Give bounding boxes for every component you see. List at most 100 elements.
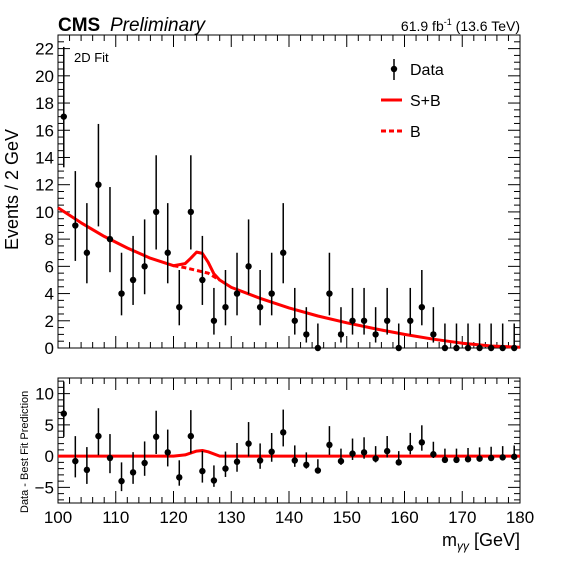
ratio-data-point-marker (245, 440, 252, 447)
ratio-data-point (280, 409, 287, 447)
data-point-marker (222, 303, 229, 311)
x-tick-label: 100 (44, 508, 72, 527)
ratio-data-point-marker (210, 477, 218, 484)
ratio-data-point-marker (176, 474, 183, 481)
ratio-data-point-marker (268, 448, 275, 455)
main-y-axis-label: Events / 2 GeV (2, 129, 22, 250)
x-tick-label: 110 (102, 508, 129, 527)
y-tick-label: 4 (45, 285, 54, 304)
ratio-data-point (268, 433, 275, 462)
y-tick-label: 12 (35, 176, 54, 195)
ratio-data-point-marker (118, 477, 125, 485)
data-point (129, 235, 137, 305)
data-point (187, 155, 195, 250)
ratio-data-point-marker (464, 456, 472, 463)
legend-sb-label: S+B (410, 93, 441, 110)
data-point-marker (360, 317, 368, 324)
data-point-marker (337, 331, 345, 338)
data-point (476, 323, 483, 352)
data-point-marker (199, 276, 206, 284)
data-point-marker (233, 290, 241, 297)
data-point-marker (95, 181, 102, 188)
ratio-data-point (129, 452, 137, 484)
x-tick-label: 180 (506, 508, 534, 527)
data-point-marker (303, 331, 310, 338)
ratio-data-point (95, 408, 102, 456)
data-point-marker (245, 263, 252, 270)
data-point-marker (499, 344, 506, 352)
status-label: Preliminary (110, 15, 207, 36)
ratio-data-points (60, 381, 518, 492)
data-point (441, 323, 449, 352)
ratio-data-point (245, 422, 252, 457)
data-point-marker (314, 344, 322, 352)
data-point (303, 307, 310, 343)
ratio-data-point (430, 441, 437, 458)
ratio-data-point (314, 459, 322, 474)
data-point (210, 287, 218, 335)
data-point (337, 307, 345, 343)
main-axis-ticks (57, 34, 521, 349)
data-point (372, 307, 379, 343)
ratio-data-point (83, 447, 91, 484)
data-point (152, 155, 160, 250)
data-point-marker (141, 263, 148, 270)
ratio-data-point (152, 410, 160, 455)
ratio-data-point-marker (256, 457, 264, 464)
signal-plus-background-curve (57, 206, 521, 349)
data-point-marker (383, 317, 391, 324)
data-point (383, 287, 391, 335)
ratio-data-point-marker (199, 467, 206, 475)
ratio-data-point (383, 436, 391, 458)
data-point (199, 235, 206, 305)
ratio-data-point-marker (337, 457, 345, 465)
x-tick-label: 140 (275, 508, 303, 527)
data-point (418, 269, 426, 326)
ratio-data-point (453, 448, 460, 464)
ratio-plot-frame (57, 377, 521, 504)
data-point-marker (187, 208, 195, 216)
data-point-marker (326, 290, 333, 297)
data-point (245, 219, 252, 295)
ratio-data-point (441, 448, 449, 464)
x-tick-label: 160 (390, 508, 418, 527)
x-tick-labels: 100 110 120 130 140 150 160 170 180 (44, 508, 534, 527)
data-point-marker (83, 249, 91, 256)
data-point (233, 252, 241, 316)
ratio-data-point-marker (106, 454, 114, 462)
data-point-marker (256, 303, 264, 311)
ratio-data-point (256, 443, 264, 469)
y-tick-label: 6 (45, 257, 54, 276)
ratio-axis-ticks (57, 378, 521, 503)
y-tick-label: 8 (45, 230, 54, 249)
data-point (95, 123, 102, 227)
data-point-marker (372, 331, 379, 338)
legend: Data S+B B (381, 59, 444, 141)
ratio-data-point-marker (476, 455, 483, 462)
data-point-marker (164, 249, 171, 256)
ratio-data-point (118, 462, 125, 492)
ratio-data-point-marker (187, 432, 195, 440)
data-point (395, 323, 402, 352)
ratio-data-point (141, 441, 148, 476)
data-point-marker (268, 290, 275, 297)
ratio-data-point (176, 460, 183, 486)
data-point (72, 171, 79, 261)
data-point (326, 252, 333, 316)
fit-type-label: 2D Fit (74, 50, 109, 65)
data-point-marker (349, 317, 356, 324)
ratio-data-point-marker (418, 439, 426, 446)
ratio-data-point-marker (395, 459, 402, 466)
y-tick-label: 18 (35, 94, 54, 113)
ratio-data-point-marker (233, 458, 241, 465)
ratio-data-point-marker (222, 465, 229, 472)
ratio-fit-curve (58, 449, 520, 458)
energy-value: (13.6 TeV) (452, 18, 520, 34)
data-point-marker (118, 290, 125, 297)
x-axis-label-main: m (442, 530, 457, 550)
data-point (60, 46, 67, 168)
y-tick-label: 22 (35, 40, 54, 59)
data-point (291, 287, 298, 335)
y-tick-label: 2 (45, 312, 54, 331)
